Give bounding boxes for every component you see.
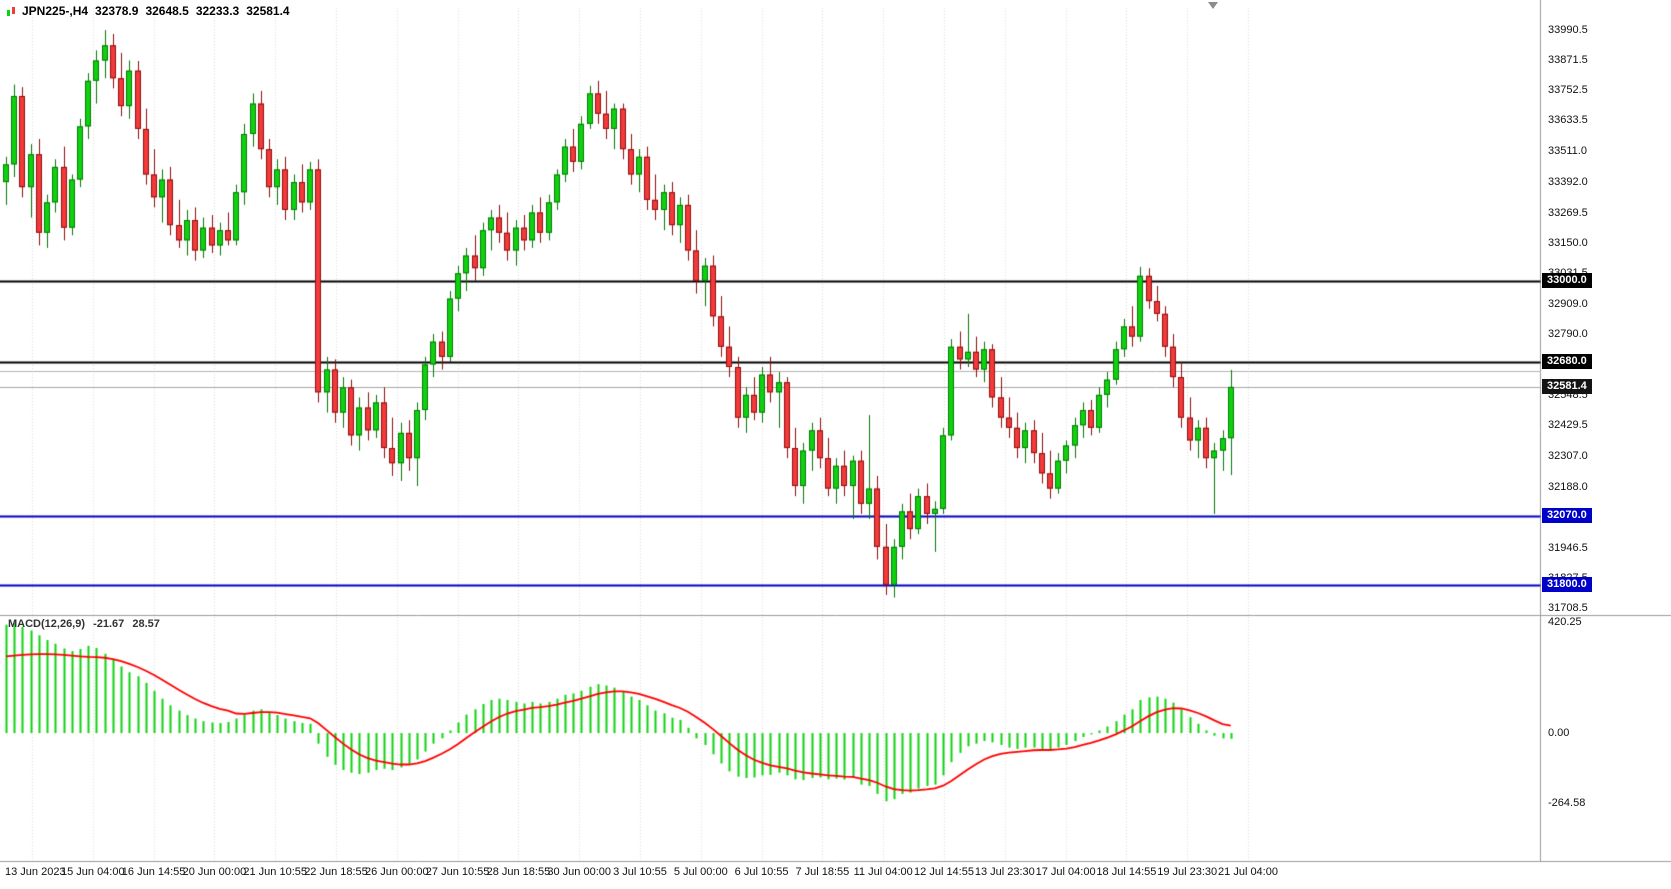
price-tick-label: 33633.5	[1548, 114, 1588, 127]
symbol-ohlc-bar: JPN225-,H4 32378.9 32648.5 32233.3 32581…	[6, 4, 292, 18]
time-axis-label: 16 Jun 14:55	[121, 866, 186, 878]
price-tick-label: 31946.5	[1548, 541, 1588, 554]
symbol-name: JPN225-,H4	[22, 4, 89, 18]
time-axis-label: 12 Jul 14:55	[914, 866, 974, 878]
time-axis-label: 17 Jul 04:00	[1035, 866, 1096, 878]
price-level-badge: 32680.0	[1542, 353, 1592, 369]
time-axis-label: 19 Jul 23:30	[1157, 866, 1218, 878]
price-tick-label: 32429.5	[1548, 419, 1588, 432]
macd-signal-value: 28.57	[132, 618, 160, 630]
ohlc-high: 32648.5	[145, 4, 189, 18]
time-axis-label: 20 Jun 00:00	[182, 866, 247, 878]
time-axis-label: 30 Jun 00:00	[547, 866, 611, 878]
price-tick-label: 33269.5	[1548, 206, 1588, 219]
current-price-badge: 32581.4	[1542, 378, 1592, 394]
time-axis-label: 22 Jun 18:55	[304, 866, 368, 878]
time-axis-label: 28 Jun 18:55	[486, 866, 551, 878]
ohlc-low: 32233.3	[195, 4, 240, 18]
price-tick-label: 33392.0	[1548, 175, 1588, 188]
price-tick-label: 32307.0	[1548, 450, 1588, 463]
price-level-badge: 32070.0	[1542, 508, 1592, 524]
price-tick-label: 33511.0	[1548, 145, 1587, 158]
price-tick-label: 32188.0	[1548, 480, 1588, 493]
chart-shift-marker-icon	[1208, 2, 1218, 9]
time-axis-label: 6 Jul 10:55	[734, 866, 789, 878]
time-axis-label: 15 Jun 04:00	[60, 866, 125, 878]
ohlc-open: 32378.9	[95, 4, 139, 18]
time-axis-label: 3 Jul 10:55	[613, 866, 667, 878]
macd-name: MACD(12,26,9)	[8, 618, 86, 630]
indicator-tick-label: 0.00	[1548, 727, 1570, 740]
time-axis-label: 21 Jun 10:55	[243, 866, 307, 878]
price-tick-label: 32909.0	[1548, 297, 1588, 310]
indicator-tick-label: -264.58	[1548, 797, 1586, 809]
time-axis-label: 5 Jul 00:00	[673, 866, 728, 878]
symbol-icon	[7, 6, 15, 16]
macd-value: -21.67	[93, 618, 125, 630]
time-axis-label: 13 Jul 23:30	[974, 866, 1035, 878]
price-level-badge: 31800.0	[1542, 576, 1592, 592]
price-tick-label: 32790.0	[1548, 328, 1588, 341]
time-axis-label: 27 Jun 10:55	[425, 866, 490, 878]
time-axis-label: 18 Jul 14:55	[1096, 866, 1157, 878]
time-axis-label: 13 Jun 2023	[5, 866, 66, 878]
price-tick-label: 31708.5	[1548, 602, 1588, 614]
price-tick-label: 33150.0	[1548, 236, 1588, 249]
macd-indicator-label: MACD(12,26,9) -21.67 28.57	[8, 618, 165, 630]
price-level-badge: 33000.0	[1542, 272, 1592, 288]
time-axis-label: 26 Jun 00:00	[364, 866, 429, 878]
time-axis-label: 21 Jul 04:00	[1218, 866, 1278, 878]
price-tick-label: 33871.5	[1548, 54, 1588, 67]
price-tick-label: 33990.5	[1548, 24, 1588, 36]
ohlc-close: 32581.4	[246, 4, 290, 18]
time-axis-label: 7 Jul 18:55	[795, 866, 850, 878]
price-tick-label: 33752.5	[1548, 84, 1588, 97]
indicator-tick-label: 420.25	[1548, 616, 1582, 628]
time-axis-label: 11 Jul 04:00	[853, 866, 913, 878]
